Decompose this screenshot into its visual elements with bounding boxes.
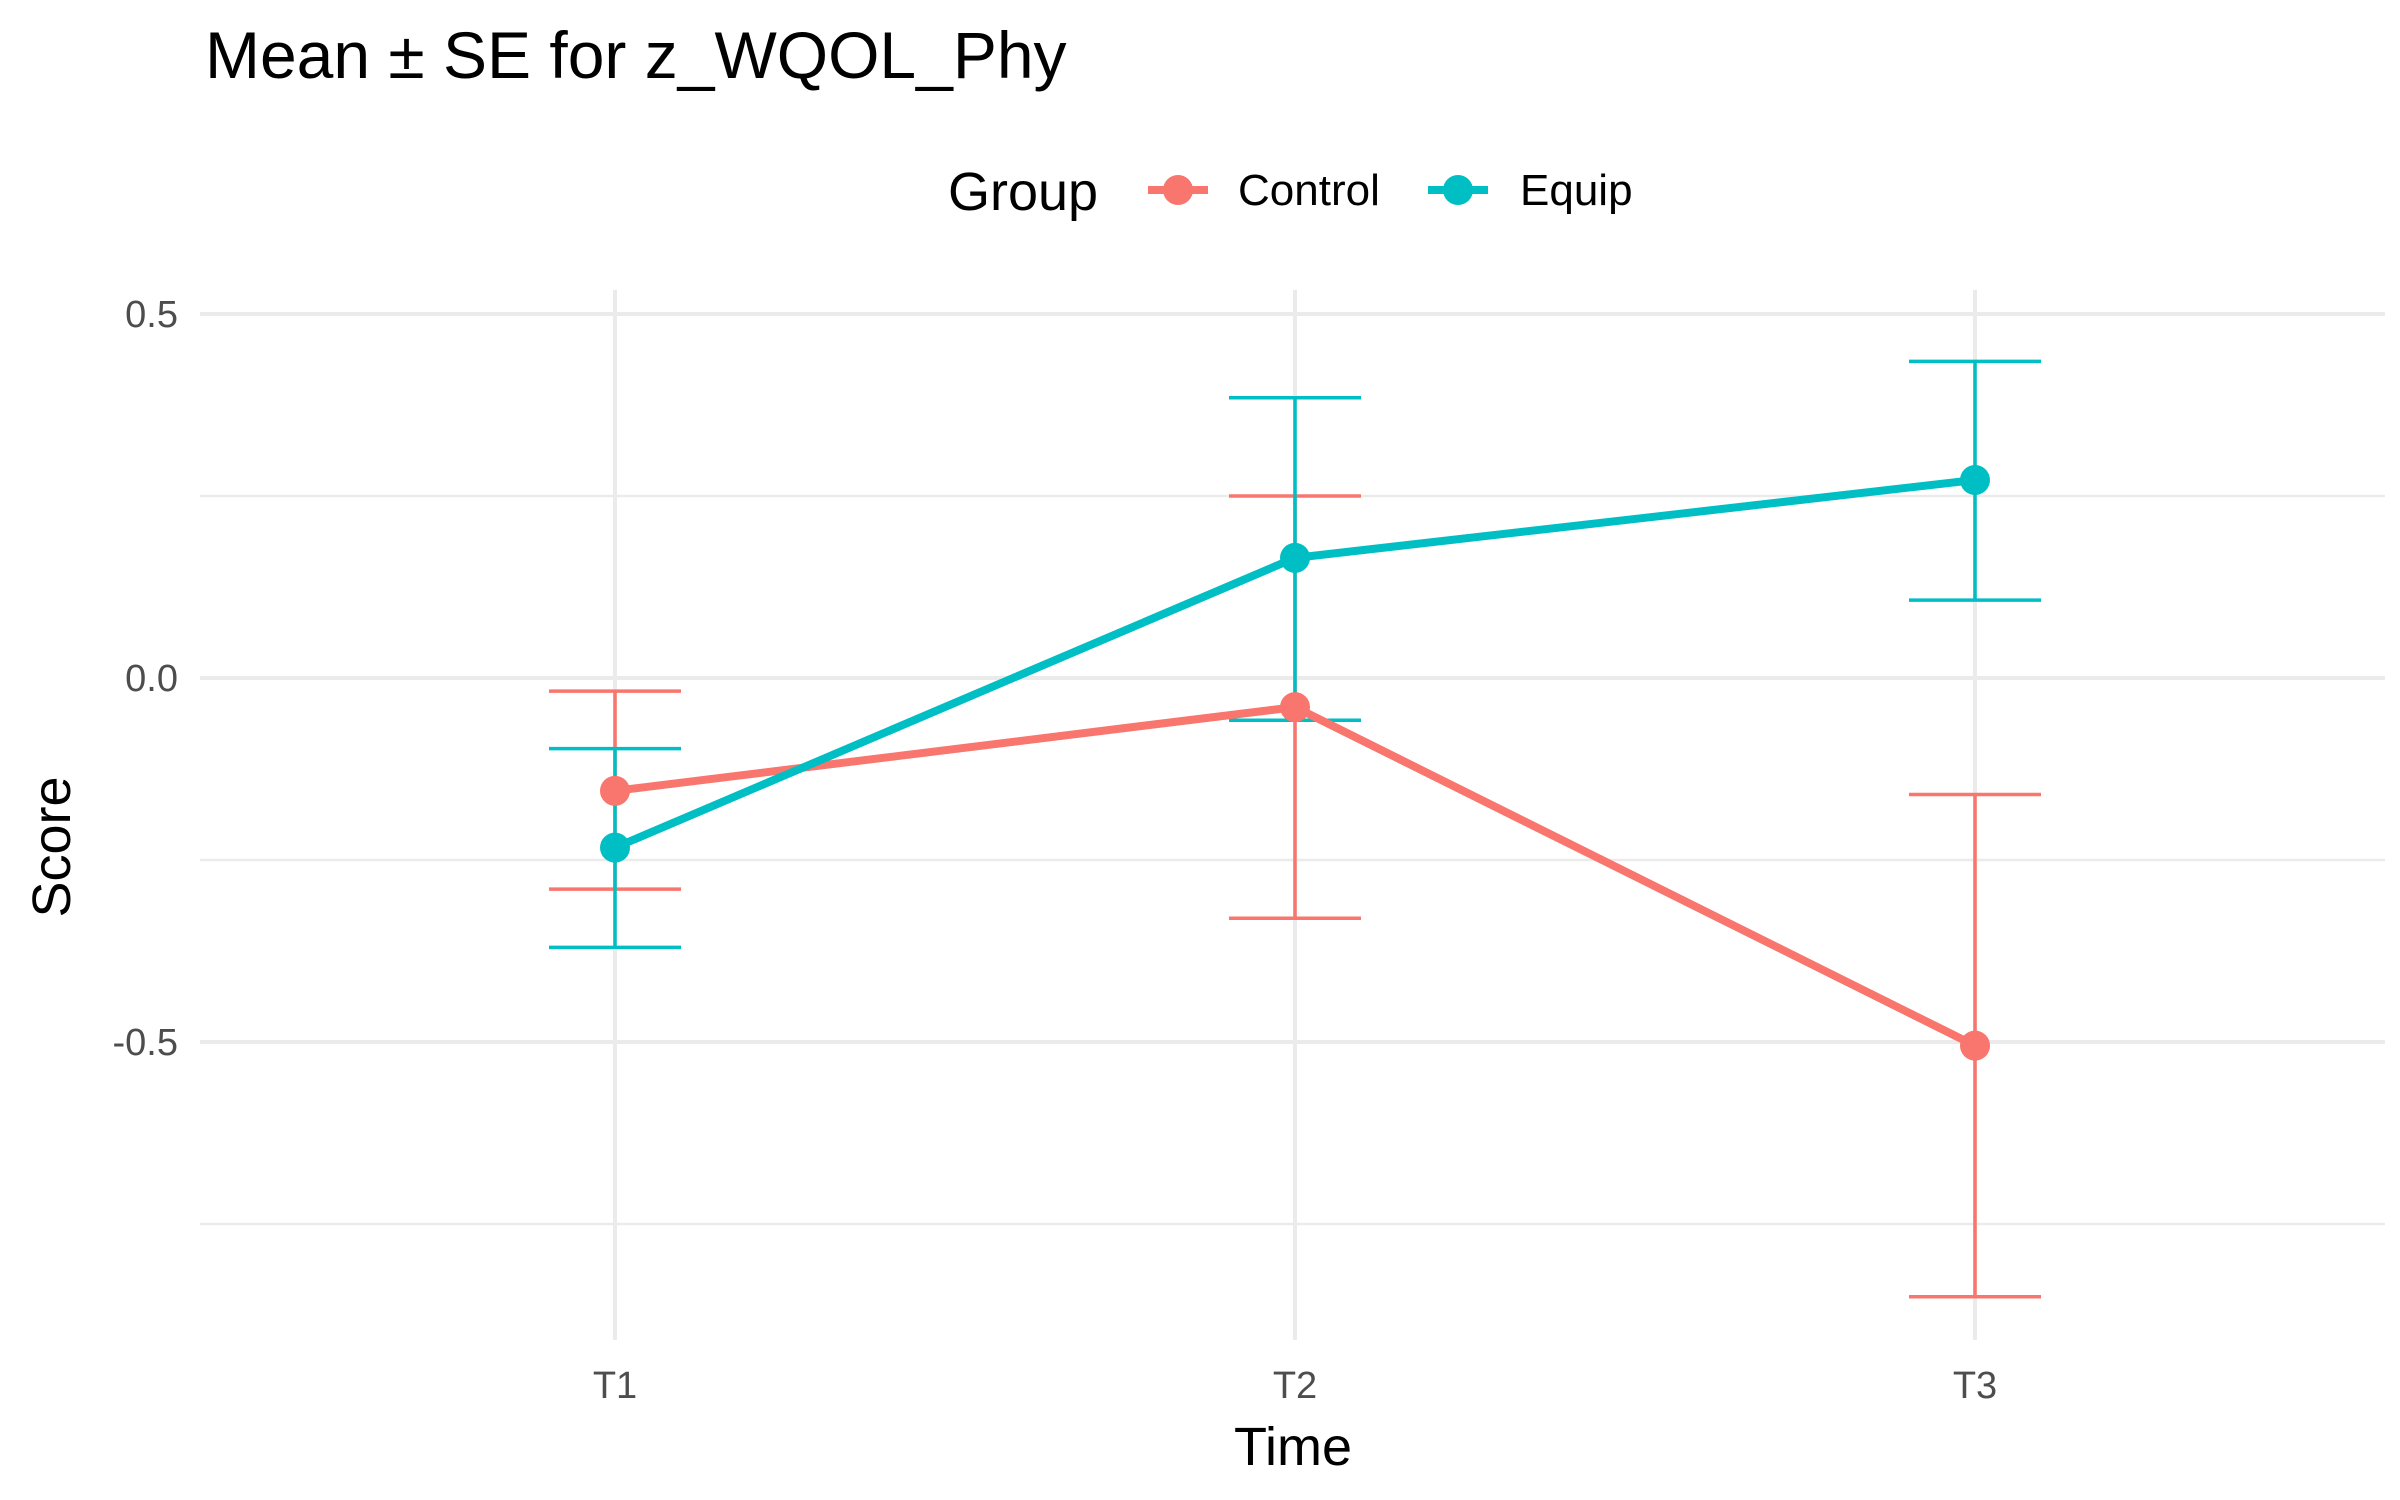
- series-lines-equip: [600, 464, 1990, 863]
- x-tick-label: T2: [1273, 1365, 1317, 1407]
- series-layer: [549, 359, 2041, 1299]
- legend-title: Group: [948, 162, 1098, 222]
- data-point-equip: [600, 832, 630, 863]
- chart-title: Mean ± SE for z_WQOL_Phy: [205, 18, 1067, 92]
- data-point-equip: [1280, 542, 1310, 573]
- data-point-control: [600, 775, 630, 806]
- data-point-control: [1960, 1030, 1990, 1061]
- x-axis-ticks: T1 T2 T3: [593, 1365, 1997, 1407]
- x-axis-title: Time: [1234, 1417, 1352, 1477]
- x-tick-label: T1: [593, 1365, 637, 1407]
- legend: Group Control Equip: [948, 162, 1633, 222]
- grid: [200, 290, 2385, 1340]
- series-lines-control: [600, 692, 1990, 1061]
- legend-key-point-equip: [1443, 175, 1473, 205]
- y-tick-label: 0.5: [125, 294, 178, 336]
- legend-item-equip: Equip: [1428, 166, 1633, 215]
- y-tick-label: 0.0: [125, 658, 178, 700]
- y-axis-ticks: 0.5 0.0 -0.5: [113, 294, 178, 1064]
- data-point-control: [1280, 692, 1310, 723]
- y-axis-title: Score: [22, 776, 82, 917]
- y-tick-label: -0.5: [113, 1022, 178, 1064]
- legend-item-control: Control: [1148, 166, 1380, 215]
- x-tick-label: T3: [1953, 1365, 1997, 1407]
- legend-label-control: Control: [1238, 166, 1380, 215]
- legend-label-equip: Equip: [1520, 166, 1633, 215]
- legend-key-point-control: [1163, 175, 1193, 205]
- data-point-equip: [1960, 464, 1990, 495]
